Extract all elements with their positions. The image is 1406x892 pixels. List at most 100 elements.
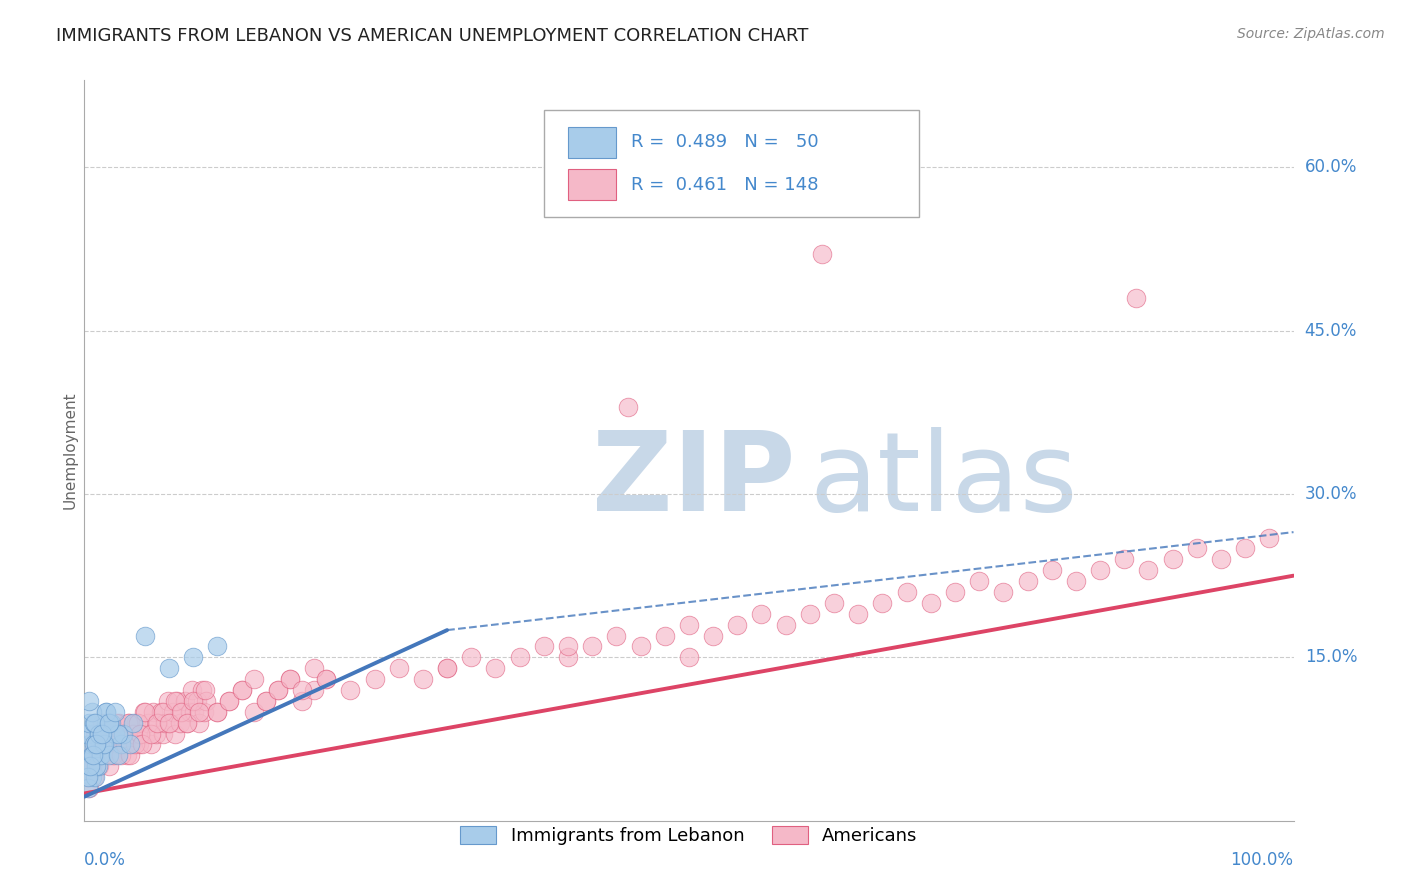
Point [678,617,700,632]
Point [107,726,129,740]
Point [169,715,191,730]
Point [231,683,253,698]
Point [76,726,98,740]
Point [122,726,145,740]
Point [278,672,301,686]
Point [146,715,169,730]
Text: 0.0%: 0.0% [84,851,127,869]
Point [1040,563,1063,577]
Point [107,738,129,752]
Point [84,715,107,730]
Point [103,748,125,763]
Point [872,596,894,610]
Point [484,661,506,675]
Point [775,617,797,632]
Point [896,585,918,599]
Y-axis label: Unemployment: Unemployment [62,392,77,509]
Point [943,585,966,599]
Point [173,694,195,708]
Point [132,705,155,719]
Point [97,715,120,730]
Point [77,759,100,773]
Point [139,726,162,740]
Point [120,738,142,752]
Point [170,705,193,719]
Point [162,705,184,719]
Point [181,650,204,665]
Point [179,705,201,719]
Point [166,694,188,708]
Point [291,694,314,708]
Point [94,748,117,763]
Point [94,705,117,719]
Point [218,694,240,708]
Point [80,759,103,773]
Point [134,628,156,642]
Point [89,748,111,763]
Point [194,683,217,698]
Point [242,672,264,686]
Point [139,738,162,752]
Point [315,672,337,686]
Point [138,715,160,730]
Point [188,715,211,730]
Point [142,705,165,719]
Point [97,759,120,773]
Text: Source: ZipAtlas.com: Source: ZipAtlas.com [1237,27,1385,41]
Point [77,715,100,730]
Point [460,650,482,665]
Point [121,715,143,730]
Point [80,770,103,784]
Point [110,738,132,752]
Point [1125,291,1147,305]
Point [207,705,229,719]
Point [267,683,290,698]
Point [87,759,110,773]
Point [80,748,103,763]
Point [183,705,205,719]
Point [811,247,834,261]
Point [207,705,229,719]
Point [1114,552,1136,566]
Point [82,748,104,763]
Legend: Immigrants from Lebanon, Americans: Immigrants from Lebanon, Americans [453,819,925,853]
Point [100,715,122,730]
Point [112,726,135,740]
Point [152,705,174,719]
Point [105,738,128,752]
Point [107,748,129,763]
Point [86,738,108,752]
Bar [568,127,616,158]
Point [157,715,180,730]
Point [315,672,337,686]
Point [165,726,187,740]
Point [176,715,198,730]
Point [90,726,112,740]
Point [93,738,115,752]
Point [1234,541,1257,556]
Point [581,640,603,654]
FancyBboxPatch shape [544,110,918,218]
Point [86,738,108,752]
Point [86,759,108,773]
Point [110,748,132,763]
Point [87,726,110,740]
Point [120,748,142,763]
Point [190,683,212,698]
Point [254,694,277,708]
Point [654,628,676,642]
Point [181,694,204,708]
Text: 45.0%: 45.0% [1305,322,1357,340]
Point [176,715,198,730]
Point [181,683,204,698]
Point [131,738,153,752]
Point [90,726,112,740]
Text: R =  0.461   N = 148: R = 0.461 N = 148 [631,176,818,194]
Point [128,738,150,752]
Point [155,715,177,730]
Point [77,694,100,708]
Point [1161,552,1184,566]
Point [89,738,111,752]
Text: R =  0.489   N =   50: R = 0.489 N = 50 [631,133,818,151]
Point [83,748,105,763]
